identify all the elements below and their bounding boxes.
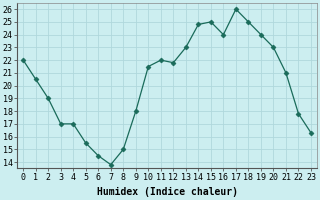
X-axis label: Humidex (Indice chaleur): Humidex (Indice chaleur) xyxy=(97,187,237,197)
